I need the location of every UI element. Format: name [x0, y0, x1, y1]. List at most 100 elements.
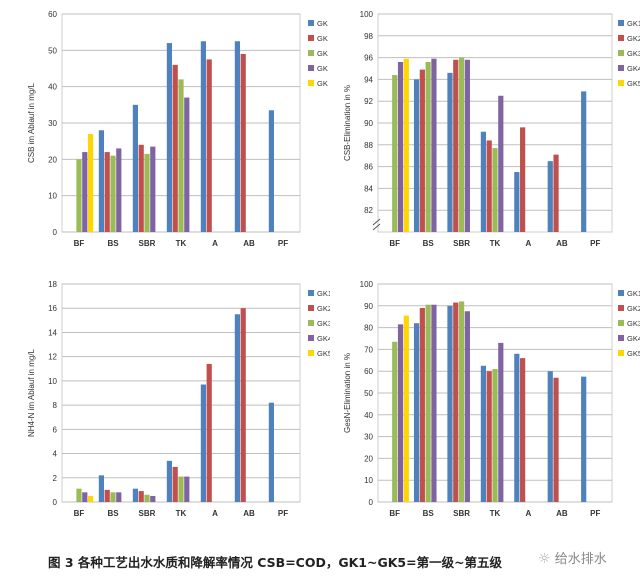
bar — [268, 402, 274, 502]
y-tick-label: 90 — [364, 119, 373, 128]
bar — [184, 97, 190, 232]
bar — [419, 69, 425, 232]
legend-swatch — [618, 305, 624, 311]
y-tick-label: 50 — [48, 46, 57, 55]
bar — [172, 64, 178, 232]
bar — [76, 159, 82, 232]
bar — [431, 58, 437, 232]
watermark-text: 给水排水 — [554, 552, 607, 567]
legend-swatch — [618, 80, 624, 86]
legend-swatch — [308, 50, 314, 56]
bar — [76, 488, 82, 502]
x-tick-label: BF — [389, 509, 400, 518]
y-axis-label: CSB im Ablauf in mg/L — [27, 82, 36, 163]
legend-swatch — [618, 290, 624, 296]
x-tick-label: TK — [490, 239, 501, 248]
x-tick-label: BF — [389, 239, 400, 248]
y-tick-label: 0 — [369, 498, 374, 507]
bar — [547, 371, 553, 502]
y-tick-label: 18 — [48, 280, 57, 289]
legend-label: GK — [317, 34, 328, 43]
legend-swatch — [618, 350, 624, 356]
legend-label: GK5 — [317, 349, 330, 358]
y-tick-label: 98 — [364, 32, 373, 41]
legend-swatch — [308, 290, 314, 296]
bar — [581, 376, 587, 502]
legend-swatch — [618, 65, 624, 71]
bar — [403, 315, 409, 502]
legend-label: GK1 — [317, 289, 330, 298]
y-tick-label: 40 — [48, 83, 57, 92]
y-tick-label: 0 — [53, 228, 58, 237]
y-tick-label: 20 — [364, 454, 373, 463]
legend-label: GK3 — [627, 319, 640, 328]
legend-label: GK — [317, 79, 328, 88]
x-tick-label: BS — [423, 239, 435, 248]
x-tick-label: BF — [74, 509, 85, 518]
y-tick-label: 82 — [364, 206, 373, 215]
legend-swatch — [308, 350, 314, 356]
bar — [234, 314, 240, 502]
bar — [110, 492, 116, 502]
x-tick-label: PF — [590, 239, 600, 248]
bar — [178, 79, 184, 233]
x-tick-label: AB — [243, 239, 255, 248]
bar — [553, 154, 559, 232]
legend-label: GK — [317, 19, 328, 28]
x-tick-label: BS — [423, 509, 435, 518]
y-axis-label: GesN-Elimination in % — [343, 353, 352, 433]
bar — [132, 104, 138, 232]
bar — [397, 61, 404, 233]
x-tick-label: A — [526, 509, 532, 518]
bar — [553, 377, 559, 502]
bar — [464, 59, 470, 232]
x-tick-label: TK — [176, 239, 187, 248]
y-tick-label: 10 — [48, 377, 57, 386]
bar — [447, 305, 453, 502]
x-tick-label: A — [526, 239, 532, 248]
y-tick-label: 94 — [364, 75, 373, 84]
bar — [104, 489, 110, 502]
bar — [431, 304, 437, 502]
y-tick-label: 80 — [364, 324, 373, 333]
y-tick-label: 16 — [48, 304, 57, 313]
y-tick-label: 100 — [360, 10, 374, 19]
bar — [234, 41, 240, 232]
bar — [172, 466, 178, 502]
bar — [486, 371, 492, 502]
bar — [392, 341, 398, 502]
chart-panel-csb-elimination: 82 84 86 88 90 92 94 96 98 100 CSB-Elimination in … — [322, 0, 640, 262]
legend-label: GK2 — [317, 304, 330, 313]
bar — [144, 153, 150, 232]
legend-label: GK4 — [627, 334, 640, 343]
x-tick-label: AB — [556, 509, 568, 518]
bar — [200, 41, 206, 232]
bar — [88, 133, 94, 232]
legend-swatch — [308, 65, 314, 71]
x-tick-label: SBR — [139, 509, 156, 518]
y-tick-label: 2 — [53, 474, 58, 483]
x-tick-label: PF — [278, 239, 288, 248]
bar — [492, 369, 498, 502]
bar — [82, 152, 88, 232]
legend-swatch — [618, 50, 624, 56]
y-tick-label: 70 — [364, 345, 373, 354]
bar — [480, 365, 486, 502]
bar — [520, 127, 526, 232]
legend-swatch — [618, 335, 624, 341]
x-tick-label: SBR — [139, 239, 156, 248]
bar — [458, 301, 465, 502]
bar — [268, 110, 274, 232]
bar — [403, 58, 409, 232]
wechat-icon: ☼ — [538, 551, 551, 567]
bar — [581, 91, 587, 232]
bar — [397, 324, 404, 502]
bar — [498, 95, 504, 232]
chart-svg: 0 10 20 30 40 50 60 CSB im Ablauf in mg/L BF BS SB… — [27, 10, 328, 248]
axis-break-marker — [372, 218, 381, 231]
y-tick-label: 86 — [364, 163, 373, 172]
bar — [514, 353, 520, 502]
legend-swatch — [308, 35, 314, 41]
chart-panel-csb-effluent: 0 10 20 30 40 50 60 CSB im Ablauf in mg/L BF BS SB… — [0, 0, 330, 262]
x-tick-label: AB — [243, 509, 255, 518]
